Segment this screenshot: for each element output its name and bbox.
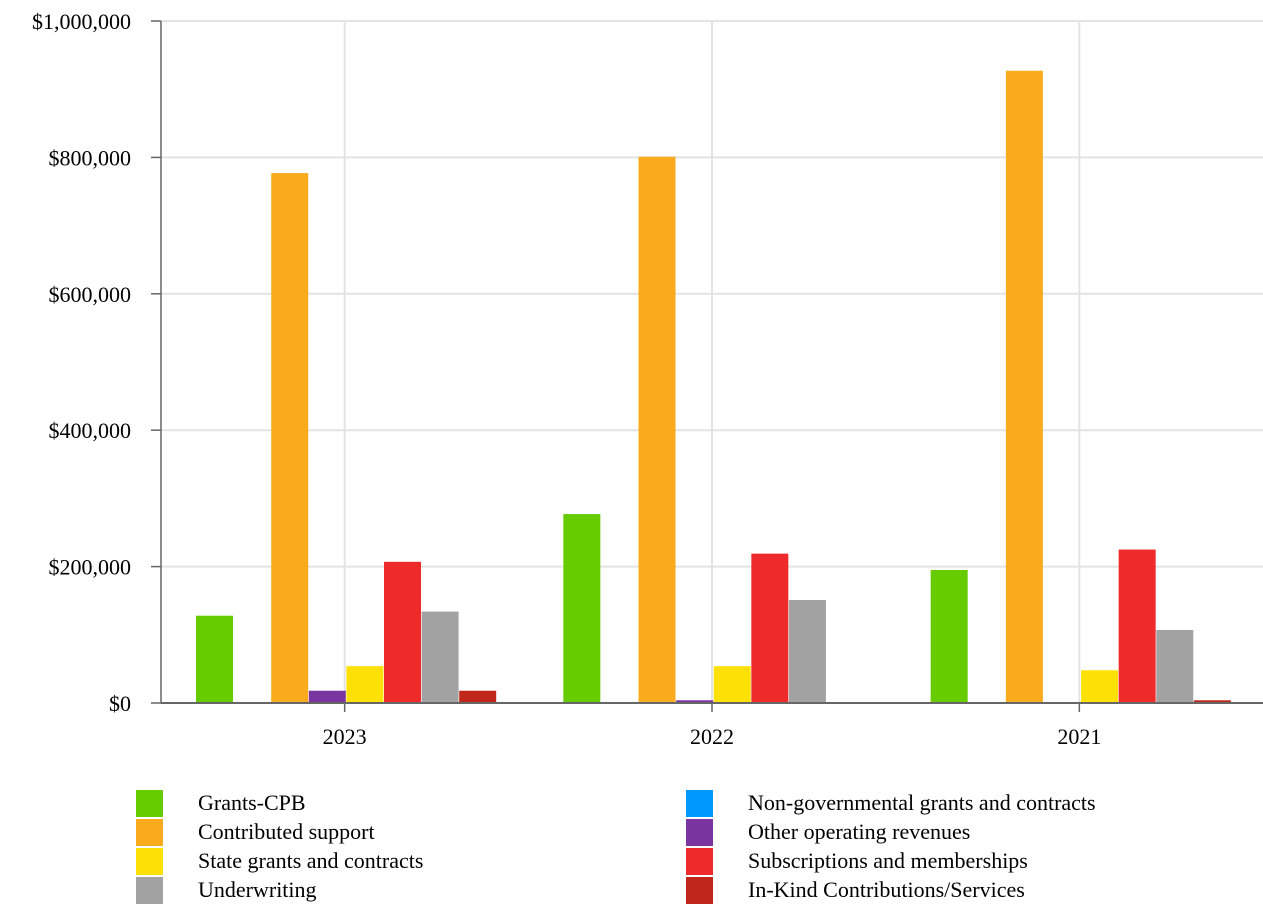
legend-item: Other operating revenues (686, 818, 970, 846)
bar-2023-0 (196, 615, 233, 703)
bar-2022-0 (563, 514, 601, 703)
bar-2021-5 (1118, 549, 1156, 703)
legend-label: Other operating revenues (748, 819, 971, 844)
bar-2022-3 (676, 700, 714, 703)
bar-2023-6 (421, 611, 459, 703)
legend-label: Grants-CPB (198, 790, 306, 815)
bar-2022-4 (713, 666, 751, 703)
bar-2021-2 (1005, 70, 1043, 703)
bar-2023-7 (459, 690, 497, 703)
legend-label: Non-governmental grants and contracts (748, 790, 1096, 815)
legend-swatch (686, 847, 713, 875)
revenue-bar-chart: $0 $200,000 $400,000 $600,000 $800,000 $1,000… (32, 9, 1263, 749)
legend-swatch (136, 789, 163, 817)
bar-2023-4 (346, 666, 384, 703)
x-tick-label: 2023 (323, 724, 367, 749)
y-tick-label: $200,000 (49, 555, 132, 580)
y-tick-label: $1,000,000 (32, 9, 131, 34)
y-tick-label: $600,000 (49, 282, 132, 307)
legend-item: In-Kind Contributions/Services (686, 876, 1025, 904)
legend-item: Contributed support (136, 818, 375, 846)
bar-2021-7 (1193, 700, 1231, 703)
axes (151, 20, 1263, 712)
legend-label: Contributed support (198, 819, 375, 844)
legend-item: Underwriting (136, 876, 317, 904)
legend-swatch (686, 789, 713, 817)
legend-item: State grants and contracts (136, 847, 423, 875)
legend-item: Subscriptions and memberships (686, 847, 1028, 875)
legend-swatch (136, 876, 163, 904)
legend-item: Grants-CPB (136, 789, 306, 817)
tick-labels: $0 $200,000 $400,000 $600,000 $800,000 $1,000… (32, 9, 1101, 749)
bar-2021-0 (930, 570, 968, 703)
bar-2021-6 (1156, 630, 1194, 703)
y-tick-label: $800,000 (49, 145, 132, 170)
y-tick-label: $0 (109, 691, 131, 716)
legend-label: Underwriting (198, 877, 317, 902)
bar-2023-5 (384, 561, 421, 703)
bar-2022-6 (788, 600, 826, 703)
legend: Grants-CPB Non-governmental grants and co… (0, 780, 1263, 909)
legend-item: Non-governmental grants and contracts (686, 789, 1096, 817)
legend-label: Subscriptions and memberships (748, 848, 1028, 873)
y-tick-label: $400,000 (49, 418, 132, 443)
legend-label: State grants and contracts (198, 848, 424, 873)
bar-2021-4 (1081, 670, 1119, 703)
legend-swatch (686, 876, 713, 904)
gridlines (161, 20, 1263, 703)
legend-swatch (136, 847, 163, 875)
bars (196, 70, 1231, 703)
legend-swatch (136, 818, 163, 846)
bar-2022-5 (751, 553, 789, 703)
bar-2023-2 (271, 173, 309, 703)
bar-2023-3 (308, 690, 346, 703)
legend-swatch (686, 818, 713, 846)
bar-2022-2 (638, 156, 676, 703)
legend-label: In-Kind Contributions/Services (748, 877, 1025, 902)
x-tick-label: 2021 (1057, 724, 1101, 749)
x-tick-label: 2022 (690, 724, 734, 749)
